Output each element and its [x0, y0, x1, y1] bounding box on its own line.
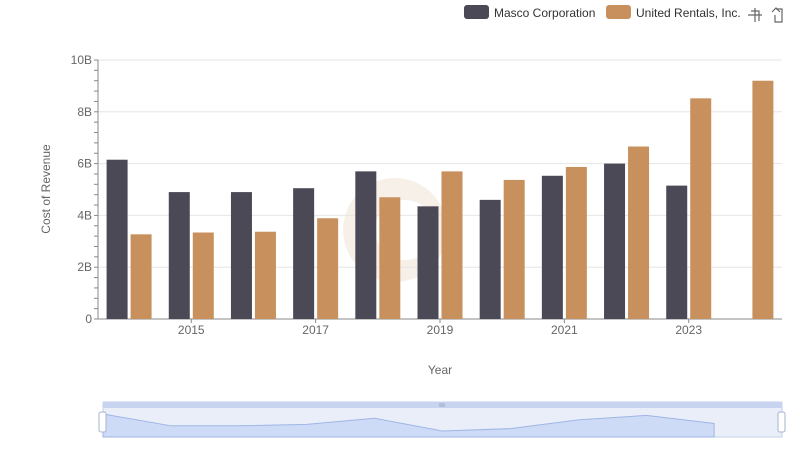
- x-axis: 2015 2017 2019 2021 2023: [98, 318, 782, 337]
- bar-masco-2018[interactable]: [355, 171, 377, 319]
- legend-swatch-united-rentals: [606, 5, 631, 19]
- y-axis-title: Cost of Revenue: [39, 144, 53, 234]
- bar-united-rentals-2014[interactable]: [130, 234, 152, 319]
- bar-united-rentals-2015[interactable]: [192, 232, 214, 319]
- x-tick-label: 2019: [427, 323, 454, 337]
- bar-united-rentals-2023[interactable]: [690, 98, 712, 319]
- bar-united-rentals-2016[interactable]: [254, 231, 276, 319]
- x-axis-title: Year: [428, 363, 452, 377]
- bar-united-rentals-2018[interactable]: [379, 197, 401, 319]
- bar-united-rentals-2020[interactable]: [503, 179, 525, 319]
- slider-preview-area: [102, 413, 715, 438]
- x-tick-label: 2021: [551, 323, 578, 337]
- slider-handle-left[interactable]: [98, 411, 107, 433]
- legend-label-masco: Masco Corporation: [494, 6, 595, 20]
- bar-united-rentals-2022[interactable]: [628, 146, 650, 319]
- y-tick-label: 0: [85, 312, 92, 326]
- y-axis: 0 2B 4B 6B 8B 10B: [71, 53, 99, 326]
- legend-label-united-rentals: United Rentals, Inc.: [636, 6, 741, 20]
- bar-united-rentals-2024[interactable]: [752, 80, 774, 319]
- slider-grip-icon[interactable]: [439, 403, 445, 407]
- y-tick-label: 10B: [71, 53, 92, 67]
- x-tick-label: 2023: [675, 323, 702, 337]
- reset-icon[interactable]: [771, 7, 783, 23]
- y-tick-label: 4B: [77, 208, 92, 222]
- bar-united-rentals-2021[interactable]: [565, 166, 587, 319]
- data-zoom-slider[interactable]: [98, 401, 786, 438]
- bar-masco-2022[interactable]: [604, 163, 626, 319]
- bars: [106, 80, 774, 319]
- bar-masco-2023[interactable]: [666, 185, 688, 319]
- y-tick-label: 2B: [77, 260, 92, 274]
- bar-masco-2021[interactable]: [541, 175, 563, 319]
- slider-handle-right[interactable]: [777, 411, 786, 433]
- y-tick-label: 8B: [77, 105, 92, 119]
- zoom-icon[interactable]: [748, 8, 762, 22]
- legend: Masco Corporation United Rentals, Inc.: [464, 5, 741, 20]
- legend-item-masco[interactable]: Masco Corporation: [464, 5, 595, 20]
- bar-united-rentals-2019[interactable]: [441, 171, 463, 319]
- bar-masco-2019[interactable]: [417, 206, 439, 319]
- bar-masco-2016[interactable]: [230, 192, 252, 319]
- legend-item-united-rentals[interactable]: United Rentals, Inc.: [606, 5, 741, 20]
- x-tick-label: 2017: [302, 323, 329, 337]
- bar-masco-2014[interactable]: [106, 159, 128, 319]
- legend-swatch-masco: [464, 5, 489, 19]
- bar-masco-2020[interactable]: [479, 199, 501, 319]
- y-tick-label: 6B: [77, 157, 92, 171]
- bar-masco-2017[interactable]: [293, 188, 315, 319]
- bar-masco-2015[interactable]: [168, 192, 190, 319]
- bar-united-rentals-2017[interactable]: [317, 218, 339, 319]
- x-tick-label: 2015: [178, 323, 205, 337]
